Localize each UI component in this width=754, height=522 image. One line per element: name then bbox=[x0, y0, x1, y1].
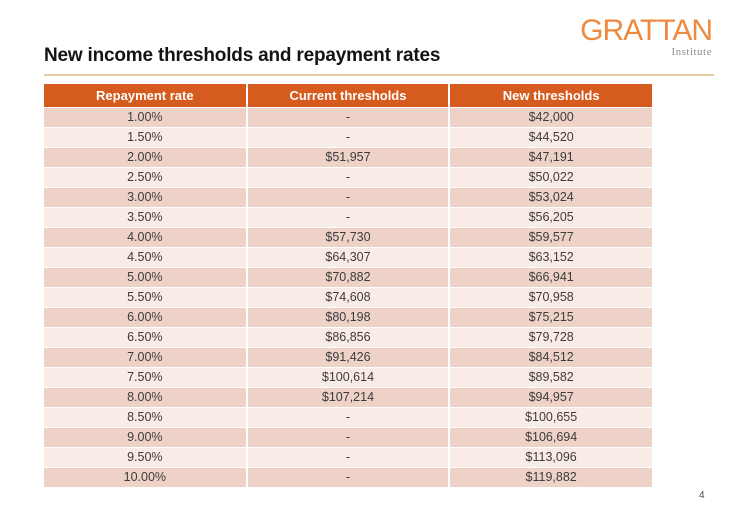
table-cell-new-threshold: $42,000 bbox=[448, 106, 652, 127]
table-cell-current-threshold: $51,957 bbox=[245, 146, 450, 167]
table-cell-current-threshold: - bbox=[245, 406, 450, 427]
table-cell-repayment-rate: 6.50% bbox=[44, 326, 247, 347]
grattan-logo: GRATTAN Institute bbox=[580, 14, 713, 58]
table-cell-repayment-rate: 6.00% bbox=[44, 306, 247, 327]
table-cell-new-threshold: $89,582 bbox=[448, 366, 652, 387]
table-cell-current-threshold: - bbox=[245, 126, 450, 147]
table-cell-new-threshold: $75,215 bbox=[448, 306, 652, 327]
table-cell-repayment-rate: 10.00% bbox=[44, 466, 247, 487]
table-cell-repayment-rate: 2.50% bbox=[44, 166, 247, 187]
table-header-row: Repayment rate Current thresholds New th… bbox=[44, 84, 652, 107]
table-row: 10.00% - $119,882 bbox=[44, 466, 652, 487]
thresholds-table: Repayment rate Current thresholds New th… bbox=[44, 84, 652, 487]
table-row: 8.50% - $100,655 bbox=[44, 406, 652, 427]
table-cell-repayment-rate: 7.00% bbox=[44, 346, 247, 367]
column-header-new-thresholds: New thresholds bbox=[448, 84, 652, 107]
column-header-current-thresholds: Current thresholds bbox=[245, 84, 450, 107]
table-row: 2.50% - $50,022 bbox=[44, 166, 652, 187]
table-cell-repayment-rate: 7.50% bbox=[44, 366, 247, 387]
table-cell-new-threshold: $119,882 bbox=[448, 466, 652, 487]
table-cell-repayment-rate: 4.50% bbox=[44, 246, 247, 267]
table-cell-repayment-rate: 3.00% bbox=[44, 186, 247, 207]
table-row: 7.00% $91,426 $84,512 bbox=[44, 346, 652, 367]
page-title: New income thresholds and repayment rate… bbox=[44, 45, 441, 66]
table-cell-new-threshold: $53,024 bbox=[448, 186, 652, 207]
table-cell-new-threshold: $70,958 bbox=[448, 286, 652, 307]
table-cell-current-threshold: $57,730 bbox=[245, 226, 450, 247]
logo-wordmark: GRATTAN bbox=[580, 14, 713, 47]
table-row: 4.50% $64,307 $63,152 bbox=[44, 246, 652, 267]
table-cell-repayment-rate: 1.50% bbox=[44, 126, 247, 147]
table-row: 8.00% $107,214 $94,957 bbox=[44, 386, 652, 407]
table-cell-new-threshold: $113,096 bbox=[448, 446, 652, 467]
table-row: 6.50% $86,856 $79,728 bbox=[44, 326, 652, 347]
table-row: 9.00% - $106,694 bbox=[44, 426, 652, 447]
table-cell-repayment-rate: 2.00% bbox=[44, 146, 247, 167]
table-cell-repayment-rate: 9.00% bbox=[44, 426, 247, 447]
column-header-repayment-rate: Repayment rate bbox=[44, 84, 247, 107]
page-number: 4 bbox=[699, 490, 705, 501]
table-cell-current-threshold: - bbox=[245, 466, 450, 487]
table-cell-new-threshold: $94,957 bbox=[448, 386, 652, 407]
table-cell-current-threshold: $100,614 bbox=[245, 366, 450, 387]
table-cell-new-threshold: $56,205 bbox=[448, 206, 652, 227]
table-cell-repayment-rate: 9.50% bbox=[44, 446, 247, 467]
table-cell-repayment-rate: 5.00% bbox=[44, 266, 247, 287]
table-row: 6.00% $80,198 $75,215 bbox=[44, 306, 652, 327]
table-cell-current-threshold: - bbox=[245, 206, 450, 227]
table-cell-current-threshold: $107,214 bbox=[245, 386, 450, 407]
title-underline bbox=[44, 74, 714, 76]
table-cell-repayment-rate: 8.00% bbox=[44, 386, 247, 407]
table-row: 4.00% $57,730 $59,577 bbox=[44, 226, 652, 247]
thresholds-table-container: Repayment rate Current thresholds New th… bbox=[44, 84, 652, 487]
table-cell-new-threshold: $59,577 bbox=[448, 226, 652, 247]
table-cell-current-threshold: $74,608 bbox=[245, 286, 450, 307]
table-cell-new-threshold: $63,152 bbox=[448, 246, 652, 267]
table-cell-new-threshold: $44,520 bbox=[448, 126, 652, 147]
table-row: 1.00% - $42,000 bbox=[44, 106, 652, 127]
table-cell-current-threshold: - bbox=[245, 166, 450, 187]
table-row: 1.50% - $44,520 bbox=[44, 126, 652, 147]
table-cell-current-threshold: - bbox=[245, 106, 450, 127]
table-body: 1.00% - $42,000 1.50% - $44,520 2.00% $51,957 $4… bbox=[44, 106, 652, 487]
table-cell-new-threshold: $47,191 bbox=[448, 146, 652, 167]
table-cell-new-threshold: $106,694 bbox=[448, 426, 652, 447]
table-row: 9.50% - $113,096 bbox=[44, 446, 652, 467]
table-cell-repayment-rate: 3.50% bbox=[44, 206, 247, 227]
table-cell-new-threshold: $50,022 bbox=[448, 166, 652, 187]
table-cell-new-threshold: $66,941 bbox=[448, 266, 652, 287]
table-row: 5.50% $74,608 $70,958 bbox=[44, 286, 652, 307]
table-cell-current-threshold: $91,426 bbox=[245, 346, 450, 367]
table-cell-new-threshold: $79,728 bbox=[448, 326, 652, 347]
table-cell-repayment-rate: 5.50% bbox=[44, 286, 247, 307]
table-row: 7.50% $100,614 $89,582 bbox=[44, 366, 652, 387]
table-row: 5.00% $70,882 $66,941 bbox=[44, 266, 652, 287]
table-cell-repayment-rate: 1.00% bbox=[44, 106, 247, 127]
table-cell-current-threshold: $80,198 bbox=[245, 306, 450, 327]
logo-institute-label: Institute bbox=[671, 46, 712, 58]
table-cell-current-threshold: - bbox=[245, 446, 450, 467]
table-cell-repayment-rate: 8.50% bbox=[44, 406, 247, 427]
table-row: 3.50% - $56,205 bbox=[44, 206, 652, 227]
table-cell-current-threshold: $70,882 bbox=[245, 266, 450, 287]
table-cell-new-threshold: $84,512 bbox=[448, 346, 652, 367]
table-cell-current-threshold: - bbox=[245, 426, 450, 447]
table-cell-current-threshold: $86,856 bbox=[245, 326, 450, 347]
table-cell-current-threshold: - bbox=[245, 186, 450, 207]
table-row: 3.00% - $53,024 bbox=[44, 186, 652, 207]
table-cell-repayment-rate: 4.00% bbox=[44, 226, 247, 247]
table-cell-current-threshold: $64,307 bbox=[245, 246, 450, 267]
table-row: 2.00% $51,957 $47,191 bbox=[44, 146, 652, 167]
table-cell-new-threshold: $100,655 bbox=[448, 406, 652, 427]
